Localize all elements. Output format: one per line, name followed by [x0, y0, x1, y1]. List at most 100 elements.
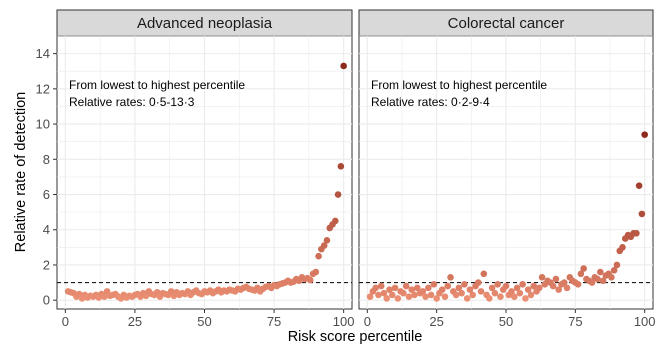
- y-tick-label: 2: [43, 257, 50, 272]
- data-point: [580, 265, 587, 272]
- y-tick-label: 8: [43, 152, 50, 167]
- x-tick-label: 0: [62, 314, 69, 329]
- x-tick-label: 100: [634, 314, 656, 329]
- data-point: [375, 291, 382, 299]
- data-point: [610, 266, 618, 274]
- data-point: [458, 289, 465, 297]
- data-point: [577, 270, 585, 278]
- x-tick-label: 0: [364, 314, 371, 329]
- data-point: [461, 281, 468, 288]
- annotation-line1-colorectal-cancer: From lowest to highest percentile: [371, 78, 547, 92]
- strip-colorectal-cancer: [358, 9, 654, 37]
- data-point: [555, 286, 562, 293]
- annotation-line1-advanced-neoplasia: From lowest to highest percentile: [69, 78, 245, 92]
- x-tick-label: 25: [128, 314, 142, 329]
- data-point: [619, 244, 626, 251]
- data-point: [312, 268, 320, 276]
- data-point: [519, 281, 526, 288]
- data-point: [535, 284, 543, 292]
- data-point: [527, 291, 535, 299]
- strip-title-advanced-neoplasia: Advanced neoplasia: [137, 15, 273, 32]
- data-point: [608, 273, 615, 281]
- data-point: [332, 217, 339, 225]
- data-point: [497, 293, 504, 300]
- data-point: [574, 281, 582, 288]
- data-point: [438, 286, 446, 293]
- data-point: [334, 191, 342, 198]
- data-point: [366, 293, 374, 300]
- data-point: [469, 291, 477, 299]
- data-point: [511, 293, 518, 300]
- annotation-line2-advanced-neoplasia: Relative rates: 0·5-13·3: [69, 95, 195, 109]
- data-point: [380, 289, 388, 297]
- data-point: [491, 289, 499, 297]
- data-point: [538, 273, 546, 281]
- data-point: [530, 282, 538, 290]
- data-point: [597, 268, 604, 276]
- data-point: [633, 229, 640, 237]
- data-point: [411, 291, 418, 299]
- points-advanced-neoplasia: [64, 62, 347, 302]
- data-point: [377, 282, 385, 290]
- x-axis-title: Risk score percentile: [288, 329, 423, 345]
- data-point: [488, 284, 496, 292]
- y-tick-label: 4: [43, 222, 50, 237]
- data-point: [560, 279, 568, 286]
- data-point: [433, 295, 440, 302]
- data-point: [549, 282, 557, 290]
- data-point: [315, 252, 322, 260]
- x-axis-ticks-colorectal-cancer: 0 25 50 75 100: [364, 309, 656, 329]
- data-point: [323, 237, 331, 244]
- data-point: [320, 242, 328, 249]
- x-tick-label: 100: [333, 314, 355, 329]
- data-point: [563, 284, 571, 292]
- points-colorectal-cancer: [366, 131, 648, 302]
- y-tick-label: 0: [43, 293, 50, 308]
- y-tick-label: 14: [36, 46, 50, 61]
- panel-advanced-neoplasia: Advanced neoplasia From lowest to highes…: [56, 9, 355, 329]
- data-point: [477, 288, 485, 295]
- annotation-line2-colorectal-cancer: Relative rates: 0·2-9·4: [371, 95, 490, 109]
- data-point: [408, 286, 415, 293]
- data-point: [386, 286, 393, 293]
- data-point: [494, 281, 501, 288]
- data-point: [594, 275, 601, 283]
- data-point: [516, 289, 524, 297]
- data-point: [474, 279, 482, 286]
- strip-title-colorectal-cancer: Colorectal cancer: [448, 15, 565, 32]
- data-point: [394, 295, 402, 302]
- data-point: [638, 210, 646, 218]
- x-tick-label: 50: [499, 314, 513, 329]
- grid-advanced-neoplasia: [57, 35, 352, 309]
- strip-advanced-neoplasia: [56, 9, 353, 37]
- data-point: [340, 62, 347, 70]
- x-tick-label: 75: [568, 314, 582, 329]
- data-point: [552, 275, 560, 283]
- panel-colorectal-cancer: Colorectal cancer From lowest to highest…: [358, 9, 656, 329]
- x-tick-label: 75: [267, 314, 281, 329]
- data-point: [599, 277, 607, 285]
- data-point: [402, 282, 410, 290]
- data-point: [635, 182, 643, 190]
- data-point: [388, 291, 396, 299]
- y-axis-title: Relative rate of detection: [13, 92, 29, 252]
- data-point: [641, 131, 648, 138]
- x-tick-label: 50: [197, 314, 211, 329]
- data-point: [613, 261, 621, 269]
- data-point: [405, 293, 413, 300]
- data-point: [522, 295, 529, 302]
- data-point: [480, 270, 488, 278]
- data-point: [383, 295, 391, 302]
- x-axis-ticks-advanced-neoplasia: 0 25 50 75 100: [62, 309, 355, 329]
- data-point: [400, 289, 407, 297]
- data-point: [508, 288, 515, 295]
- data-point: [306, 276, 314, 284]
- data-point: [391, 284, 399, 292]
- data-point: [444, 282, 452, 290]
- y-tick-label: 10: [36, 117, 50, 132]
- data-point: [419, 288, 427, 295]
- data-point: [413, 284, 421, 292]
- data-point: [372, 284, 379, 292]
- y-tick-label: 12: [36, 81, 50, 96]
